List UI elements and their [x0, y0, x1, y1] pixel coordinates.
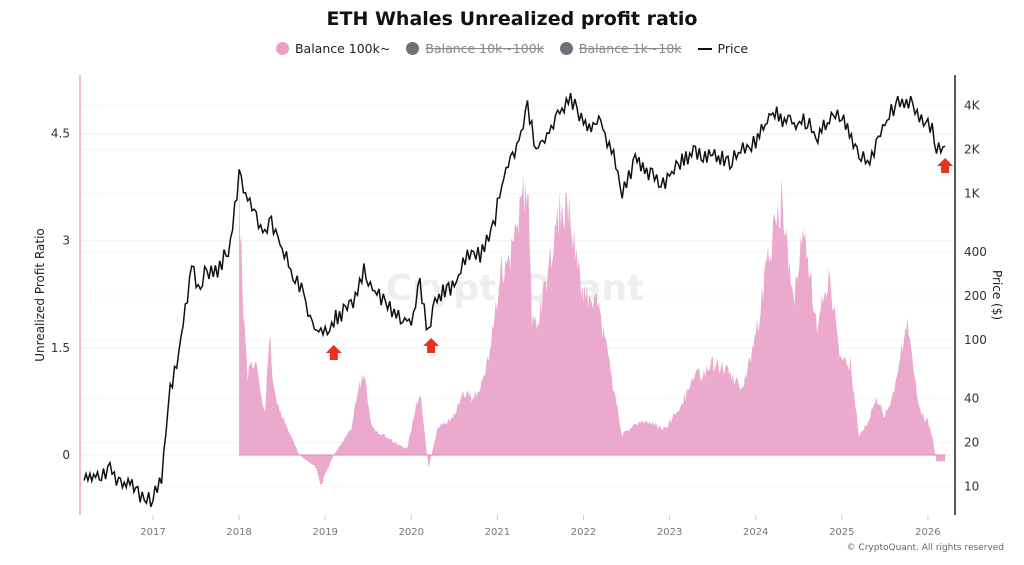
legend-dot-icon	[275, 42, 289, 55]
legend-label: Balance 1k~10k	[578, 41, 682, 56]
x-tick-label: 2021	[485, 527, 510, 538]
y-right-tick-label: 200	[964, 289, 987, 303]
legend-dot-icon	[406, 42, 420, 55]
legend-item-price[interactable]: Price	[697, 41, 749, 56]
y-left-tick-label: 0	[62, 448, 70, 462]
y-right-tick-label: 2K	[964, 143, 981, 157]
legend-label: Balance 10k~100k	[425, 41, 544, 56]
series-area-balance-100k	[239, 169, 946, 485]
y-left-tick-label: 1.5	[51, 341, 70, 355]
x-tick-label: 2024	[743, 527, 768, 538]
y-left-tick-label: 3	[62, 234, 70, 248]
x-tick-label: 2025	[829, 527, 854, 538]
y-right-tick-label: 4K	[964, 98, 981, 112]
x-tick-label: 2019	[312, 527, 337, 538]
legend: Balance 100k~ Balance 10k~100k Balance 1…	[0, 41, 1024, 56]
y-left-tick-label: 4.5	[51, 127, 70, 141]
y-right-tick-label: 20	[964, 436, 979, 450]
legend-item-balance-10k-100k[interactable]: Balance 10k~100k	[406, 41, 544, 56]
y-right-tick-label: 1K	[964, 187, 981, 201]
x-tick-label: 2022	[571, 527, 596, 538]
legend-label: Price	[717, 41, 749, 56]
legend-line-icon	[697, 47, 712, 50]
red-arrow-up-icon	[937, 158, 954, 173]
x-tick-label: 2017	[140, 527, 165, 538]
legend-dot-icon	[559, 42, 573, 55]
red-arrow-up-icon	[423, 338, 440, 353]
y-right-tick-label: 100	[964, 333, 987, 347]
y-right-tick-label: 40	[964, 391, 979, 405]
legend-item-balance-1k-10k[interactable]: Balance 1k~10k	[559, 41, 682, 56]
legend-item-balance-100k[interactable]: Balance 100k~	[275, 41, 391, 56]
x-tick-label: 2020	[399, 527, 424, 538]
chart-title: ETH Whales Unrealized profit ratio	[326, 8, 698, 30]
copyright-footer: © CryptoQuant. All rights reserved	[846, 543, 1004, 553]
legend-label: Balance 100k~	[294, 41, 391, 56]
x-tick-label: 2018	[226, 527, 251, 538]
red-arrow-up-icon	[325, 345, 342, 360]
y-left-axis-title: Unrealized Profit Ratio	[33, 228, 47, 362]
y-right-axis-title: Price ($)	[990, 270, 1004, 320]
y-right-tick-label: 10	[964, 480, 979, 494]
y-right-tick-label: 400	[964, 245, 987, 259]
x-tick-label: 2023	[657, 527, 682, 538]
x-tick-label: 2026	[915, 527, 940, 538]
series-line-price	[83, 92, 946, 508]
